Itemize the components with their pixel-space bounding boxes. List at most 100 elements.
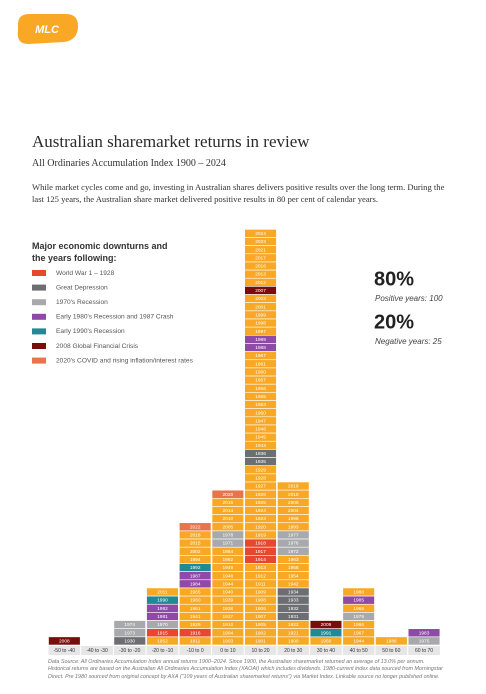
year-label: 1960	[190, 598, 201, 604]
year-label: 1918	[255, 541, 266, 547]
year-label: 1962	[223, 557, 234, 563]
year-label: 2002	[190, 549, 201, 555]
year-label: 1931	[288, 614, 299, 620]
year-label: 1941	[190, 614, 201, 620]
year-label: 1966	[353, 622, 364, 628]
year-label: 1947	[255, 418, 266, 424]
year-label: 1910	[223, 622, 234, 628]
stat-value: 20%	[374, 311, 414, 333]
year-label: 1960	[255, 370, 266, 376]
year-block	[375, 636, 408, 646]
year-label: 2011	[157, 590, 168, 596]
year-label: 2007	[255, 288, 266, 294]
year-label: 2021	[255, 247, 266, 253]
bin-label-bg	[342, 646, 375, 655]
legend-label: Great Depression	[56, 284, 108, 291]
chart-title: Australian sharemarket returns in review	[32, 132, 310, 151]
stat-label: Positive years: 100	[375, 294, 443, 303]
intro-text: While market cycles come and go, investi…	[32, 182, 445, 204]
year-label: 1967	[255, 353, 266, 359]
year-label: 1948	[223, 573, 234, 579]
year-label: 1919	[255, 533, 266, 539]
year-label: 1977	[288, 533, 299, 539]
year-label: 2006	[288, 500, 299, 506]
year-label: 2003	[255, 296, 266, 302]
bin-label-bg	[179, 646, 211, 655]
year-label: 1906	[255, 606, 266, 612]
year-label: 1989	[255, 337, 266, 343]
year-label: 1924	[255, 508, 266, 514]
year-label: 1988	[255, 345, 266, 351]
year-label: 1928	[255, 475, 266, 481]
legend-label: Early 1990's Recession	[56, 328, 125, 335]
stat-label: Negative years: 25	[375, 337, 442, 346]
year-label: 1936	[255, 451, 266, 457]
legend-swatch	[32, 299, 46, 306]
x-tick-label: 10 to 20	[252, 648, 270, 654]
year-label: 1952	[157, 638, 168, 644]
year-label: 1955	[255, 394, 266, 400]
bin-label-bg	[310, 646, 342, 655]
bin-label-bg	[244, 646, 277, 655]
year-label: 2022	[190, 524, 201, 530]
year-label: 1997	[255, 329, 266, 335]
year-label: 1926	[255, 492, 266, 498]
year-label: 1979	[353, 614, 364, 620]
year-label: 1935	[255, 459, 266, 465]
year-label: 1963	[288, 557, 299, 563]
legend-label: 1970's Recession	[56, 299, 108, 306]
year-block	[407, 636, 441, 646]
year-label: 1905	[255, 622, 266, 628]
x-tick-label: 30 to 40	[317, 648, 335, 654]
year-label: 1971	[223, 541, 234, 547]
year-label: 1949	[223, 565, 234, 571]
legend-swatch	[32, 270, 46, 276]
year-label: 1929	[255, 467, 266, 473]
year-block	[211, 636, 245, 646]
year-label: 1957	[255, 378, 266, 384]
year-label: 1984	[190, 581, 201, 587]
year-label: 1991	[321, 630, 332, 636]
year-label: 1980	[353, 590, 364, 596]
x-tick-label: 40 to 50	[350, 648, 368, 654]
year-label: 1944	[353, 638, 364, 644]
year-block	[179, 636, 212, 646]
bin-label-bg	[212, 646, 244, 655]
legend-label: World War 1 – 1928	[56, 270, 115, 277]
year-label: 1909	[255, 590, 266, 596]
year-label: 1927	[255, 484, 266, 490]
year-label: 1998	[255, 321, 266, 327]
year-label: 1908	[255, 598, 266, 604]
year-label: 2015	[190, 541, 201, 547]
x-tick-label: -50 to -40	[54, 648, 76, 654]
x-tick-label: 50 to 60	[382, 648, 400, 654]
bin-label-bg	[113, 646, 146, 655]
logo-text: MLC	[35, 24, 60, 36]
year-label: 1985	[353, 598, 364, 604]
year-label: 1944	[223, 581, 234, 587]
year-label: 1932	[288, 606, 299, 612]
year-label: 2015	[223, 500, 234, 506]
year-label: 1921	[288, 630, 299, 636]
bin-label-bg	[375, 646, 408, 655]
year-label: 1986	[386, 638, 397, 644]
chart-subtitle: All Ordinaries Accumulation Index 1900 –…	[32, 158, 226, 169]
x-tick-label: -30 to -20	[119, 648, 141, 654]
year-label: 1994	[190, 557, 201, 563]
year-label: 1951	[190, 606, 201, 612]
year-label: 2005	[223, 524, 234, 530]
x-tick-label: -10 to 0	[187, 648, 204, 654]
legend-label: 2020's COVID and rising inflation/intere…	[56, 357, 194, 364]
year-label: 1946	[255, 427, 266, 433]
year-label: 1978	[223, 533, 234, 539]
legend-swatch	[32, 284, 46, 291]
year-label: 1973	[124, 630, 135, 636]
legend-swatch	[32, 313, 46, 320]
year-label: 1970	[157, 622, 168, 628]
year-label: 1945	[255, 435, 266, 441]
year-label: 1938	[223, 606, 234, 612]
year-label: 1901	[255, 638, 266, 644]
legend-title: Major economic downturns and the years f…	[32, 241, 168, 263]
